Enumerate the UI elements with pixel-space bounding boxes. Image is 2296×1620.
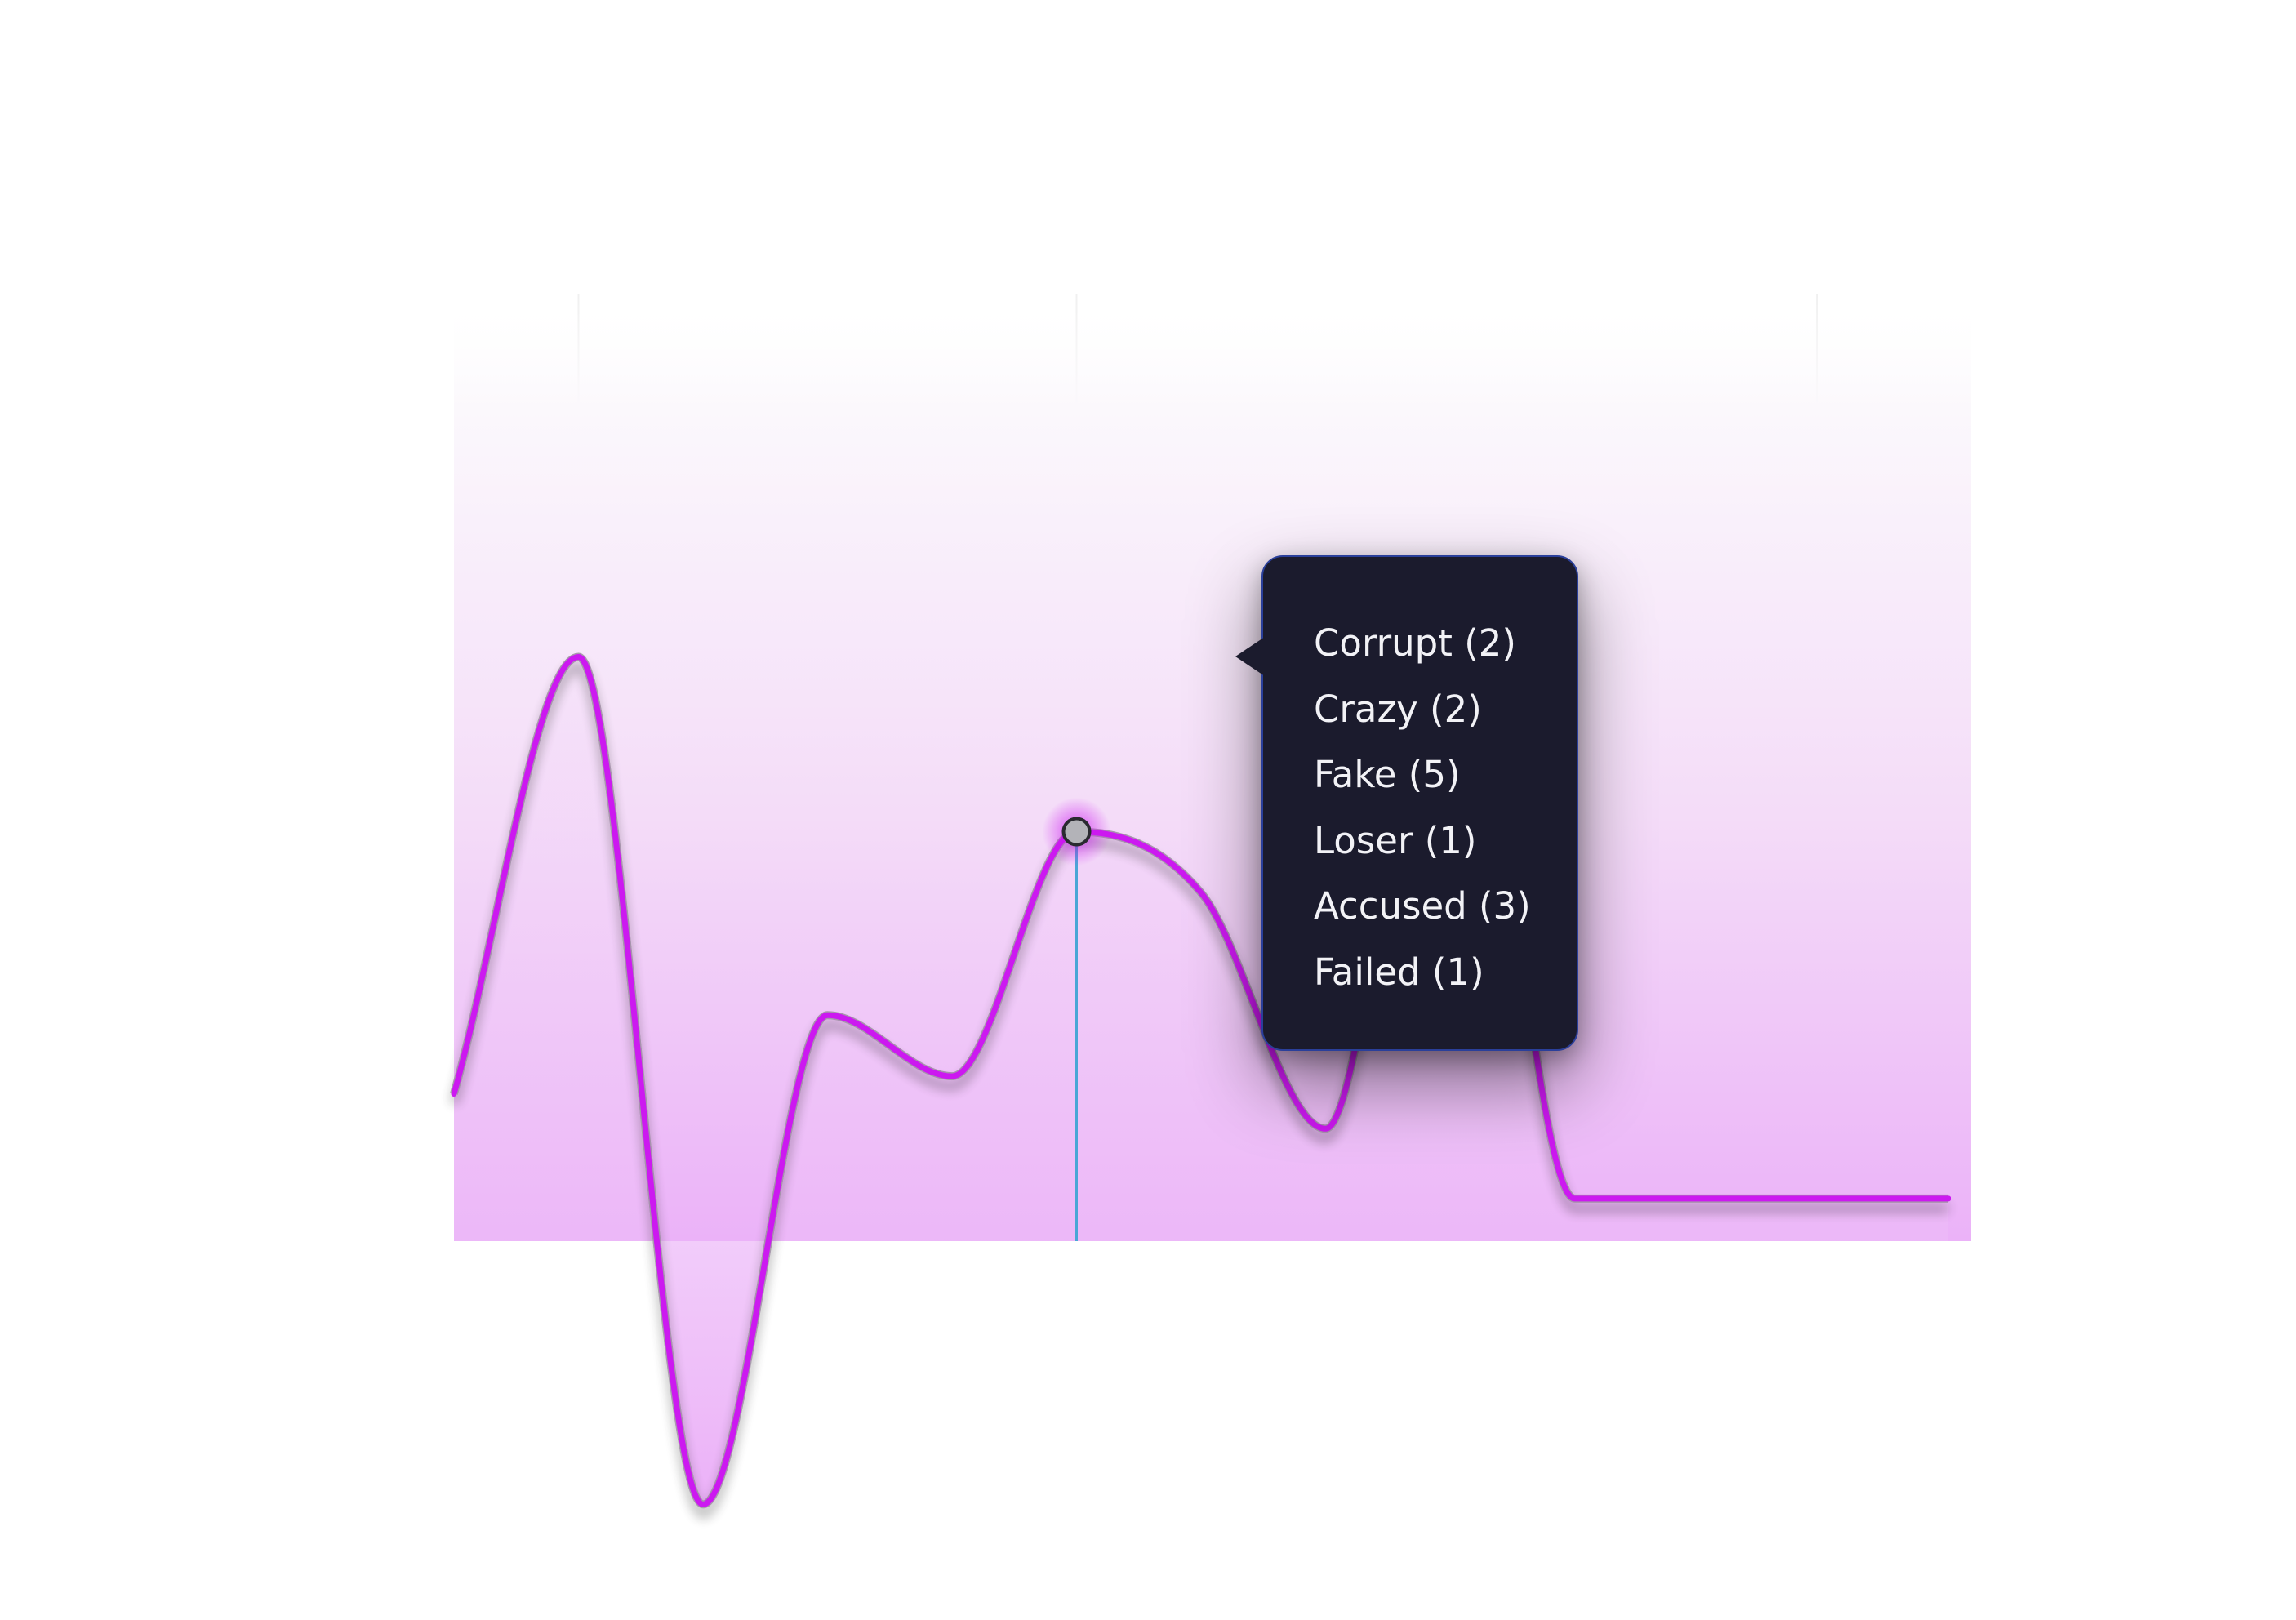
data-point[interactable] [1691, 1191, 1707, 1207]
tooltip-pointer [1235, 637, 1265, 676]
tooltip-item: Failed (1) [1314, 950, 1484, 994]
tooltip-item: Accused (3) [1314, 884, 1531, 928]
tooltip-item: Fake (5) [1314, 753, 1461, 796]
tooltip: Corrupt (2) Crazy (2) Fake (5) Loser (1)… [1235, 555, 1578, 1051]
tooltip-item: Loser (1) [1314, 818, 1477, 862]
data-point[interactable] [1940, 1191, 1956, 1207]
tooltip-item: Corrupt (2) [1314, 621, 1516, 665]
data-point[interactable] [944, 1068, 960, 1084]
data-point[interactable] [446, 1086, 462, 1102]
data-point[interactable] [1318, 1120, 1334, 1137]
data-point[interactable] [1567, 1191, 1583, 1207]
tooltip-list: Corrupt (2) Crazy (2) Fake (5) Loser (1)… [1263, 557, 1577, 1005]
series-area [454, 560, 1948, 1505]
data-point[interactable] [1816, 1191, 1832, 1207]
series-line [451, 558, 1951, 1507]
data-point[interactable] [1193, 884, 1209, 901]
data-point[interactable] [820, 1007, 836, 1023]
data-point[interactable] [571, 649, 587, 665]
highlight-point[interactable] [1061, 817, 1092, 847]
tooltip-item: Crazy (2) [1314, 687, 1482, 731]
data-point[interactable] [695, 1496, 711, 1512]
